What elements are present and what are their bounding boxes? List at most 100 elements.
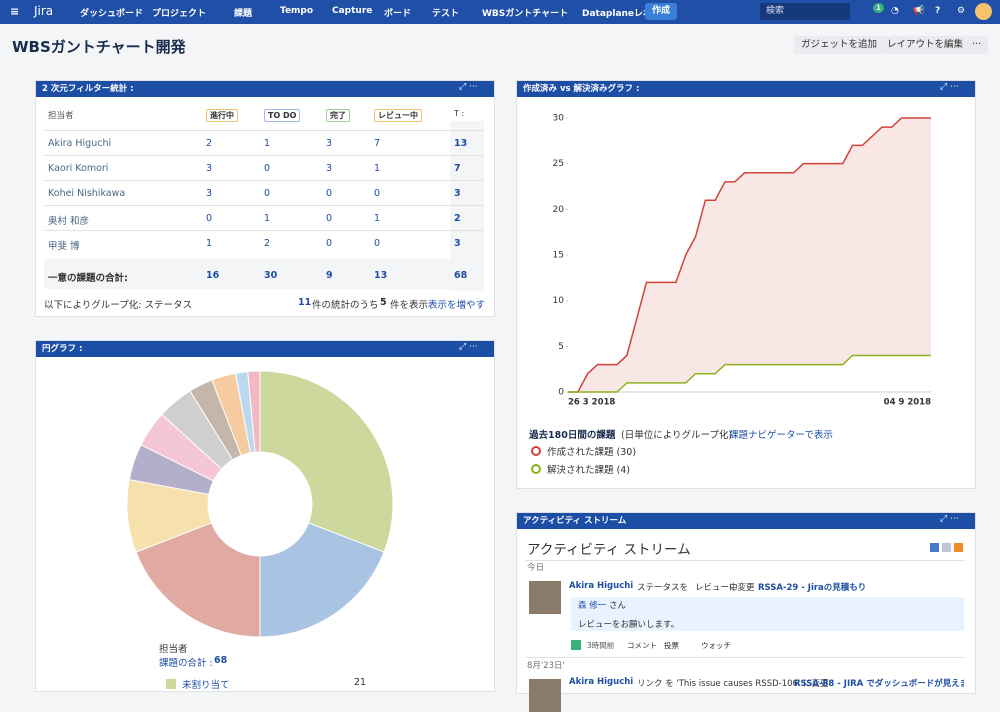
navigator-link[interactable]: 課題ナビゲーターで表示 bbox=[729, 430, 833, 441]
mention-suffix: さん bbox=[609, 601, 627, 611]
count-link[interactable]: 2 bbox=[454, 213, 461, 224]
nav-item[interactable]: テスト bbox=[432, 9, 460, 19]
column-header: 完了 bbox=[326, 109, 350, 122]
logo[interactable]: Jira bbox=[34, 4, 54, 18]
issue-link[interactable]: RSSA-88 - JIRA でダッシュボードが見えませ bbox=[794, 679, 964, 689]
count-link[interactable]: 0 bbox=[374, 188, 381, 199]
count-link[interactable]: 0 bbox=[326, 238, 333, 249]
count-link[interactable]: 2 bbox=[264, 238, 271, 249]
column-header: TO DO bbox=[264, 109, 301, 122]
count-link[interactable]: 13 bbox=[374, 270, 388, 281]
count-link[interactable]: 0 bbox=[326, 188, 333, 199]
count-link[interactable]: 1 bbox=[374, 163, 381, 174]
count-link[interactable]: 3 bbox=[206, 188, 213, 199]
more-button[interactable]: ··· bbox=[965, 36, 989, 54]
nav-item[interactable]: ボード bbox=[384, 9, 412, 19]
search-box[interactable]: 検索 bbox=[760, 3, 850, 20]
count-link[interactable]: 1 bbox=[374, 213, 381, 224]
nav-icon[interactable]: ◔ bbox=[891, 6, 899, 16]
legend-label[interactable]: 未割り当て bbox=[182, 680, 230, 691]
gadget-title: 円グラフ : bbox=[36, 341, 494, 357]
assignee: 一意の課題の合計: bbox=[48, 273, 128, 284]
legend-total: 68 bbox=[214, 655, 228, 666]
menu-icon[interactable]: ≡ bbox=[10, 5, 20, 18]
pie-slice bbox=[135, 522, 261, 638]
nav-item[interactable]: Capture bbox=[332, 6, 373, 16]
action-link[interactable]: コメント bbox=[627, 641, 657, 650]
comment-box bbox=[571, 597, 964, 631]
nav-icon[interactable]: ? bbox=[935, 6, 941, 16]
count-link[interactable]: 9 bbox=[326, 270, 333, 281]
action-link[interactable]: ウォッチ bbox=[701, 641, 731, 650]
count-link[interactable]: 3 bbox=[326, 163, 333, 174]
count-link[interactable]: 0 bbox=[326, 213, 333, 224]
action-link[interactable]: 投票 bbox=[664, 641, 679, 650]
count-link[interactable]: 30 bbox=[264, 270, 278, 281]
count-link[interactable]: 3 bbox=[454, 188, 461, 199]
count-link[interactable]: 13 bbox=[454, 138, 468, 149]
footer-text: 件を表示 bbox=[390, 300, 429, 311]
view-icon[interactable] bbox=[930, 543, 939, 552]
activity-heading: アクティビティ ストリーム bbox=[527, 542, 691, 558]
count-link[interactable]: 7 bbox=[454, 163, 461, 174]
count-link[interactable]: 68 bbox=[454, 270, 468, 281]
count-link[interactable]: 1 bbox=[206, 238, 213, 249]
count-link[interactable]: 3 bbox=[326, 138, 333, 149]
row-divider bbox=[44, 180, 484, 181]
badge: 1 bbox=[873, 3, 884, 13]
chart-grouping: (日単位によりグループ化) bbox=[621, 430, 733, 441]
gadget-controls[interactable]: ⤢ ··· bbox=[940, 82, 959, 92]
count-link[interactable]: 7 bbox=[374, 138, 381, 149]
entry-text: ステータスを bbox=[637, 583, 689, 593]
footer-count: 5 bbox=[380, 297, 387, 308]
column-header: 進行中 bbox=[206, 109, 238, 122]
issue-link[interactable]: RSSA-29 - Jiraの見積もり bbox=[758, 583, 867, 593]
count-link[interactable]: 0 bbox=[374, 238, 381, 249]
button[interactable]: レイアウトを編集 bbox=[880, 36, 971, 54]
legend-label: 作成された課題 (30) bbox=[547, 447, 637, 458]
series-line bbox=[568, 354, 931, 393]
create-button[interactable]: 作成 bbox=[645, 3, 678, 20]
nav-item[interactable]: ダッシュボード bbox=[80, 9, 144, 19]
user-link[interactable]: Akira Higuchi bbox=[569, 677, 634, 687]
count-link[interactable]: 3 bbox=[454, 238, 461, 249]
nav-item[interactable]: 課題 bbox=[234, 9, 253, 19]
count-link[interactable]: 1 bbox=[264, 213, 271, 224]
y-tick-label: 30 bbox=[553, 114, 565, 124]
mention-link[interactable]: 森 修一 bbox=[578, 601, 607, 611]
page-title: WBSガントチャート開発 bbox=[12, 38, 186, 56]
show-more-link[interactable]: 表示を増やす bbox=[428, 300, 486, 311]
gadget-controls[interactable]: ⤢ ··· bbox=[459, 82, 478, 92]
y-tick-label: 0 bbox=[558, 388, 564, 398]
pie-chart bbox=[126, 370, 394, 638]
chart-period: 過去180日間の課題 bbox=[529, 430, 616, 441]
button[interactable]: ガジェットを追加 bbox=[794, 36, 885, 54]
legend-value: 21 bbox=[354, 677, 367, 688]
nav-icon[interactable]: 📢 bbox=[913, 6, 925, 16]
nav-item[interactable]: WBSガントチャート bbox=[482, 9, 569, 19]
assignee: Kohei Nishikawa bbox=[48, 188, 126, 199]
count-link[interactable]: 1 bbox=[264, 138, 271, 149]
gadget-controls[interactable]: ⤢ ··· bbox=[940, 514, 959, 524]
count-link[interactable]: 2 bbox=[206, 138, 213, 149]
row-divider bbox=[44, 130, 484, 131]
user-link[interactable]: Akira Higuchi bbox=[569, 581, 634, 591]
count-link[interactable]: 3 bbox=[206, 163, 213, 174]
column-header: レビュー中 bbox=[374, 109, 422, 122]
view-icon[interactable] bbox=[942, 543, 951, 552]
count-link[interactable]: 16 bbox=[206, 270, 220, 281]
view-icon[interactable] bbox=[954, 543, 963, 552]
status: レビュー中 bbox=[695, 583, 738, 593]
nav-item[interactable]: プロジェクト bbox=[152, 9, 207, 19]
footer-text: 件の統計のうち bbox=[312, 300, 379, 311]
nav-item[interactable]: Dataplaneレポート bbox=[582, 9, 671, 19]
count-link[interactable]: 0 bbox=[264, 163, 271, 174]
day-divider bbox=[525, 657, 965, 658]
nav-icon[interactable]: ⚙ bbox=[957, 6, 966, 16]
avatar[interactable] bbox=[975, 3, 992, 20]
count-link[interactable]: 0 bbox=[206, 213, 213, 224]
nav-item[interactable]: Tempo bbox=[280, 6, 314, 16]
count-link[interactable]: 0 bbox=[264, 188, 271, 199]
gadget-controls[interactable]: ⤢ ··· bbox=[459, 342, 478, 352]
